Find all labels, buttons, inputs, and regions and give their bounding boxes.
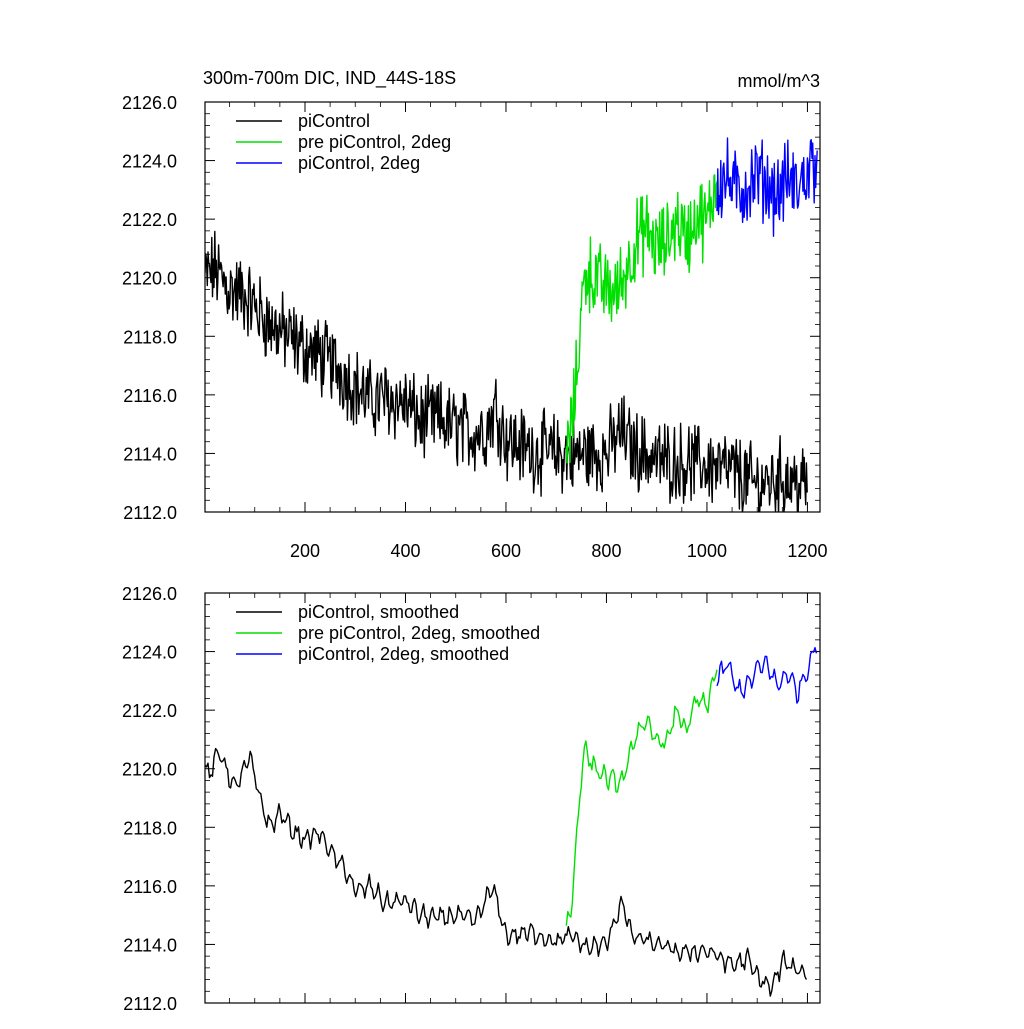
legend-label: piControl, smoothed bbox=[298, 602, 459, 622]
series-line-0 bbox=[205, 747, 808, 997]
y-tick-label: 2126.0 bbox=[122, 584, 177, 604]
legend-label: piControl, 2deg, smoothed bbox=[298, 644, 509, 664]
plot-frame bbox=[204, 101, 821, 513]
legend-label: pre piControl, 2deg bbox=[298, 132, 451, 152]
chart-units: mmol/m^3 bbox=[738, 71, 820, 91]
y-tick-label: 2126.0 bbox=[122, 93, 177, 113]
y-tick-label: 2120.0 bbox=[122, 269, 177, 289]
y-tick-label: 2120.0 bbox=[122, 760, 177, 780]
y-tick-label: 2112.0 bbox=[123, 503, 177, 523]
y-tick-label: 2118.0 bbox=[123, 327, 177, 347]
series-line-1 bbox=[565, 669, 718, 926]
legend-label: piControl, 2deg bbox=[298, 153, 420, 173]
y-tick-label: 2118.0 bbox=[123, 818, 177, 838]
y-tick-label: 2122.0 bbox=[122, 210, 177, 230]
series-line-0 bbox=[205, 230, 808, 512]
y-tick-label: 2116.0 bbox=[123, 877, 177, 897]
plot-frame bbox=[204, 592, 821, 1004]
y-tick-label: 2116.0 bbox=[123, 386, 177, 406]
x-tick-label: 200 bbox=[290, 541, 320, 561]
top-panel: 2112.0 2114.0 2116.0 2118.0 2120.0 2122.0 2124… bbox=[122, 93, 828, 561]
y-tick-label: 2114.0 bbox=[123, 444, 177, 464]
y-tick-label: 2122.0 bbox=[122, 701, 177, 721]
y-tick-label: 2124.0 bbox=[122, 152, 177, 172]
series-line-1 bbox=[565, 174, 718, 464]
legend-label: pre piControl, 2deg, smoothed bbox=[298, 623, 540, 643]
bottom-panel: 2112.0 2114.0 2116.0 2118.0 2120.0 2122.0 2124… bbox=[122, 584, 821, 1014]
x-tick-label: 800 bbox=[591, 541, 621, 561]
x-tick-label: 600 bbox=[491, 541, 521, 561]
y-tick-label: 2124.0 bbox=[122, 643, 177, 663]
legend-label: piControl bbox=[298, 111, 370, 131]
x-tick-label: 400 bbox=[390, 541, 420, 561]
x-tick-label: 1000 bbox=[687, 541, 727, 561]
y-tick-label: 2112.0 bbox=[123, 994, 177, 1014]
x-tick-label: 1200 bbox=[787, 541, 827, 561]
series-line-2 bbox=[716, 137, 818, 237]
series-line-2 bbox=[716, 647, 818, 704]
chart-title: 300m-700m DIC, IND_44S-18S bbox=[203, 68, 456, 89]
y-tick-label: 2114.0 bbox=[123, 935, 177, 955]
